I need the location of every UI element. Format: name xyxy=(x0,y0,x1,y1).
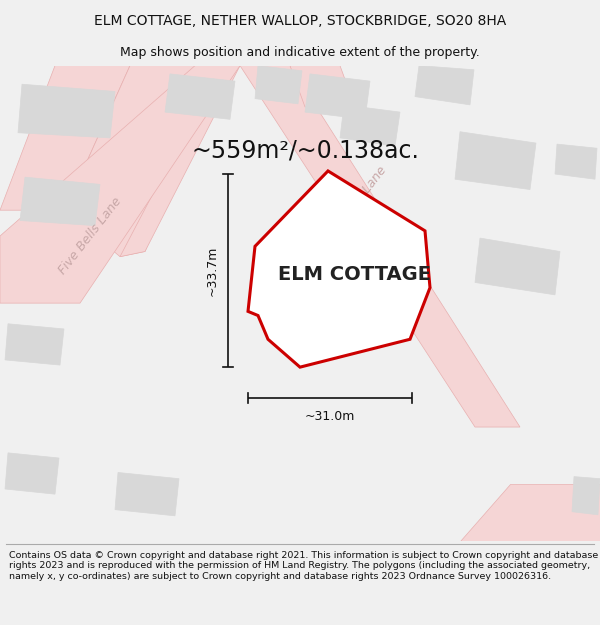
Polygon shape xyxy=(555,144,597,179)
Polygon shape xyxy=(0,66,130,210)
Polygon shape xyxy=(0,66,240,303)
Polygon shape xyxy=(255,66,302,104)
Polygon shape xyxy=(290,66,355,107)
Polygon shape xyxy=(115,472,179,516)
Polygon shape xyxy=(5,453,59,494)
Polygon shape xyxy=(18,84,115,138)
Polygon shape xyxy=(455,132,536,189)
Text: Five Bells Lane: Five Bells Lane xyxy=(56,195,124,277)
Polygon shape xyxy=(460,484,600,541)
Polygon shape xyxy=(475,238,560,295)
Polygon shape xyxy=(120,66,240,257)
Polygon shape xyxy=(415,66,474,105)
Polygon shape xyxy=(305,74,370,119)
Text: Five Bells Lane: Five Bells Lane xyxy=(321,164,389,246)
Text: ~31.0m: ~31.0m xyxy=(305,410,355,423)
Polygon shape xyxy=(165,74,235,119)
Polygon shape xyxy=(240,66,520,427)
Polygon shape xyxy=(65,66,220,257)
Polygon shape xyxy=(20,177,100,226)
Text: ~559m²/~0.138ac.: ~559m²/~0.138ac. xyxy=(191,138,419,162)
Text: Contains OS data © Crown copyright and database right 2021. This information is : Contains OS data © Crown copyright and d… xyxy=(9,551,598,581)
Text: ELM COTTAGE, NETHER WALLOP, STOCKBRIDGE, SO20 8HA: ELM COTTAGE, NETHER WALLOP, STOCKBRIDGE,… xyxy=(94,14,506,28)
Text: ~33.7m: ~33.7m xyxy=(205,246,218,296)
Polygon shape xyxy=(248,171,430,367)
Text: Map shows position and indicative extent of the property.: Map shows position and indicative extent… xyxy=(120,46,480,59)
Polygon shape xyxy=(572,477,600,515)
Polygon shape xyxy=(5,324,64,365)
Polygon shape xyxy=(340,105,400,146)
Text: ELM COTTAGE: ELM COTTAGE xyxy=(278,265,431,284)
